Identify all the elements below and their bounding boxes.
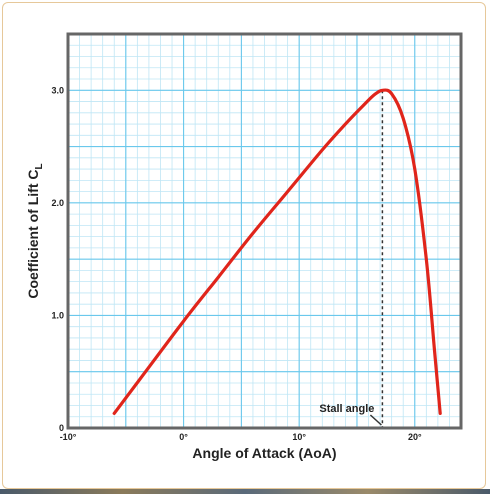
y-tick-label: 0	[59, 423, 64, 433]
y-axis-title-subscript: L	[34, 163, 45, 169]
x-tick-label: 20°	[408, 432, 422, 442]
stall-angle-label: Stall angle	[319, 403, 374, 415]
y-tick-labels: 0 1.0 2.0 3.0	[51, 85, 64, 433]
x-tick-label: -10°	[60, 432, 77, 442]
stall-angle-pointer	[369, 414, 382, 426]
plot-border	[66, 32, 463, 430]
y-tick-label: 1.0	[51, 310, 64, 320]
x-tick-labels: -10° 0° 10° 20°	[60, 432, 422, 442]
x-tick-label: 10°	[292, 432, 306, 442]
x-axis-title: Angle of Attack (AoA)	[192, 445, 336, 461]
grid-minor	[67, 33, 462, 429]
bottom-photo-strip	[0, 489, 490, 494]
y-axis-title-main: Coefficient of Lift C	[25, 170, 41, 299]
lift-curve-line	[112, 88, 442, 415]
y-tick-label: 2.0	[51, 198, 64, 208]
x-tick-label: 0°	[179, 432, 188, 442]
y-axis-title: Coefficient of Lift CL	[25, 163, 45, 298]
y-tick-label: 3.0	[51, 85, 64, 95]
